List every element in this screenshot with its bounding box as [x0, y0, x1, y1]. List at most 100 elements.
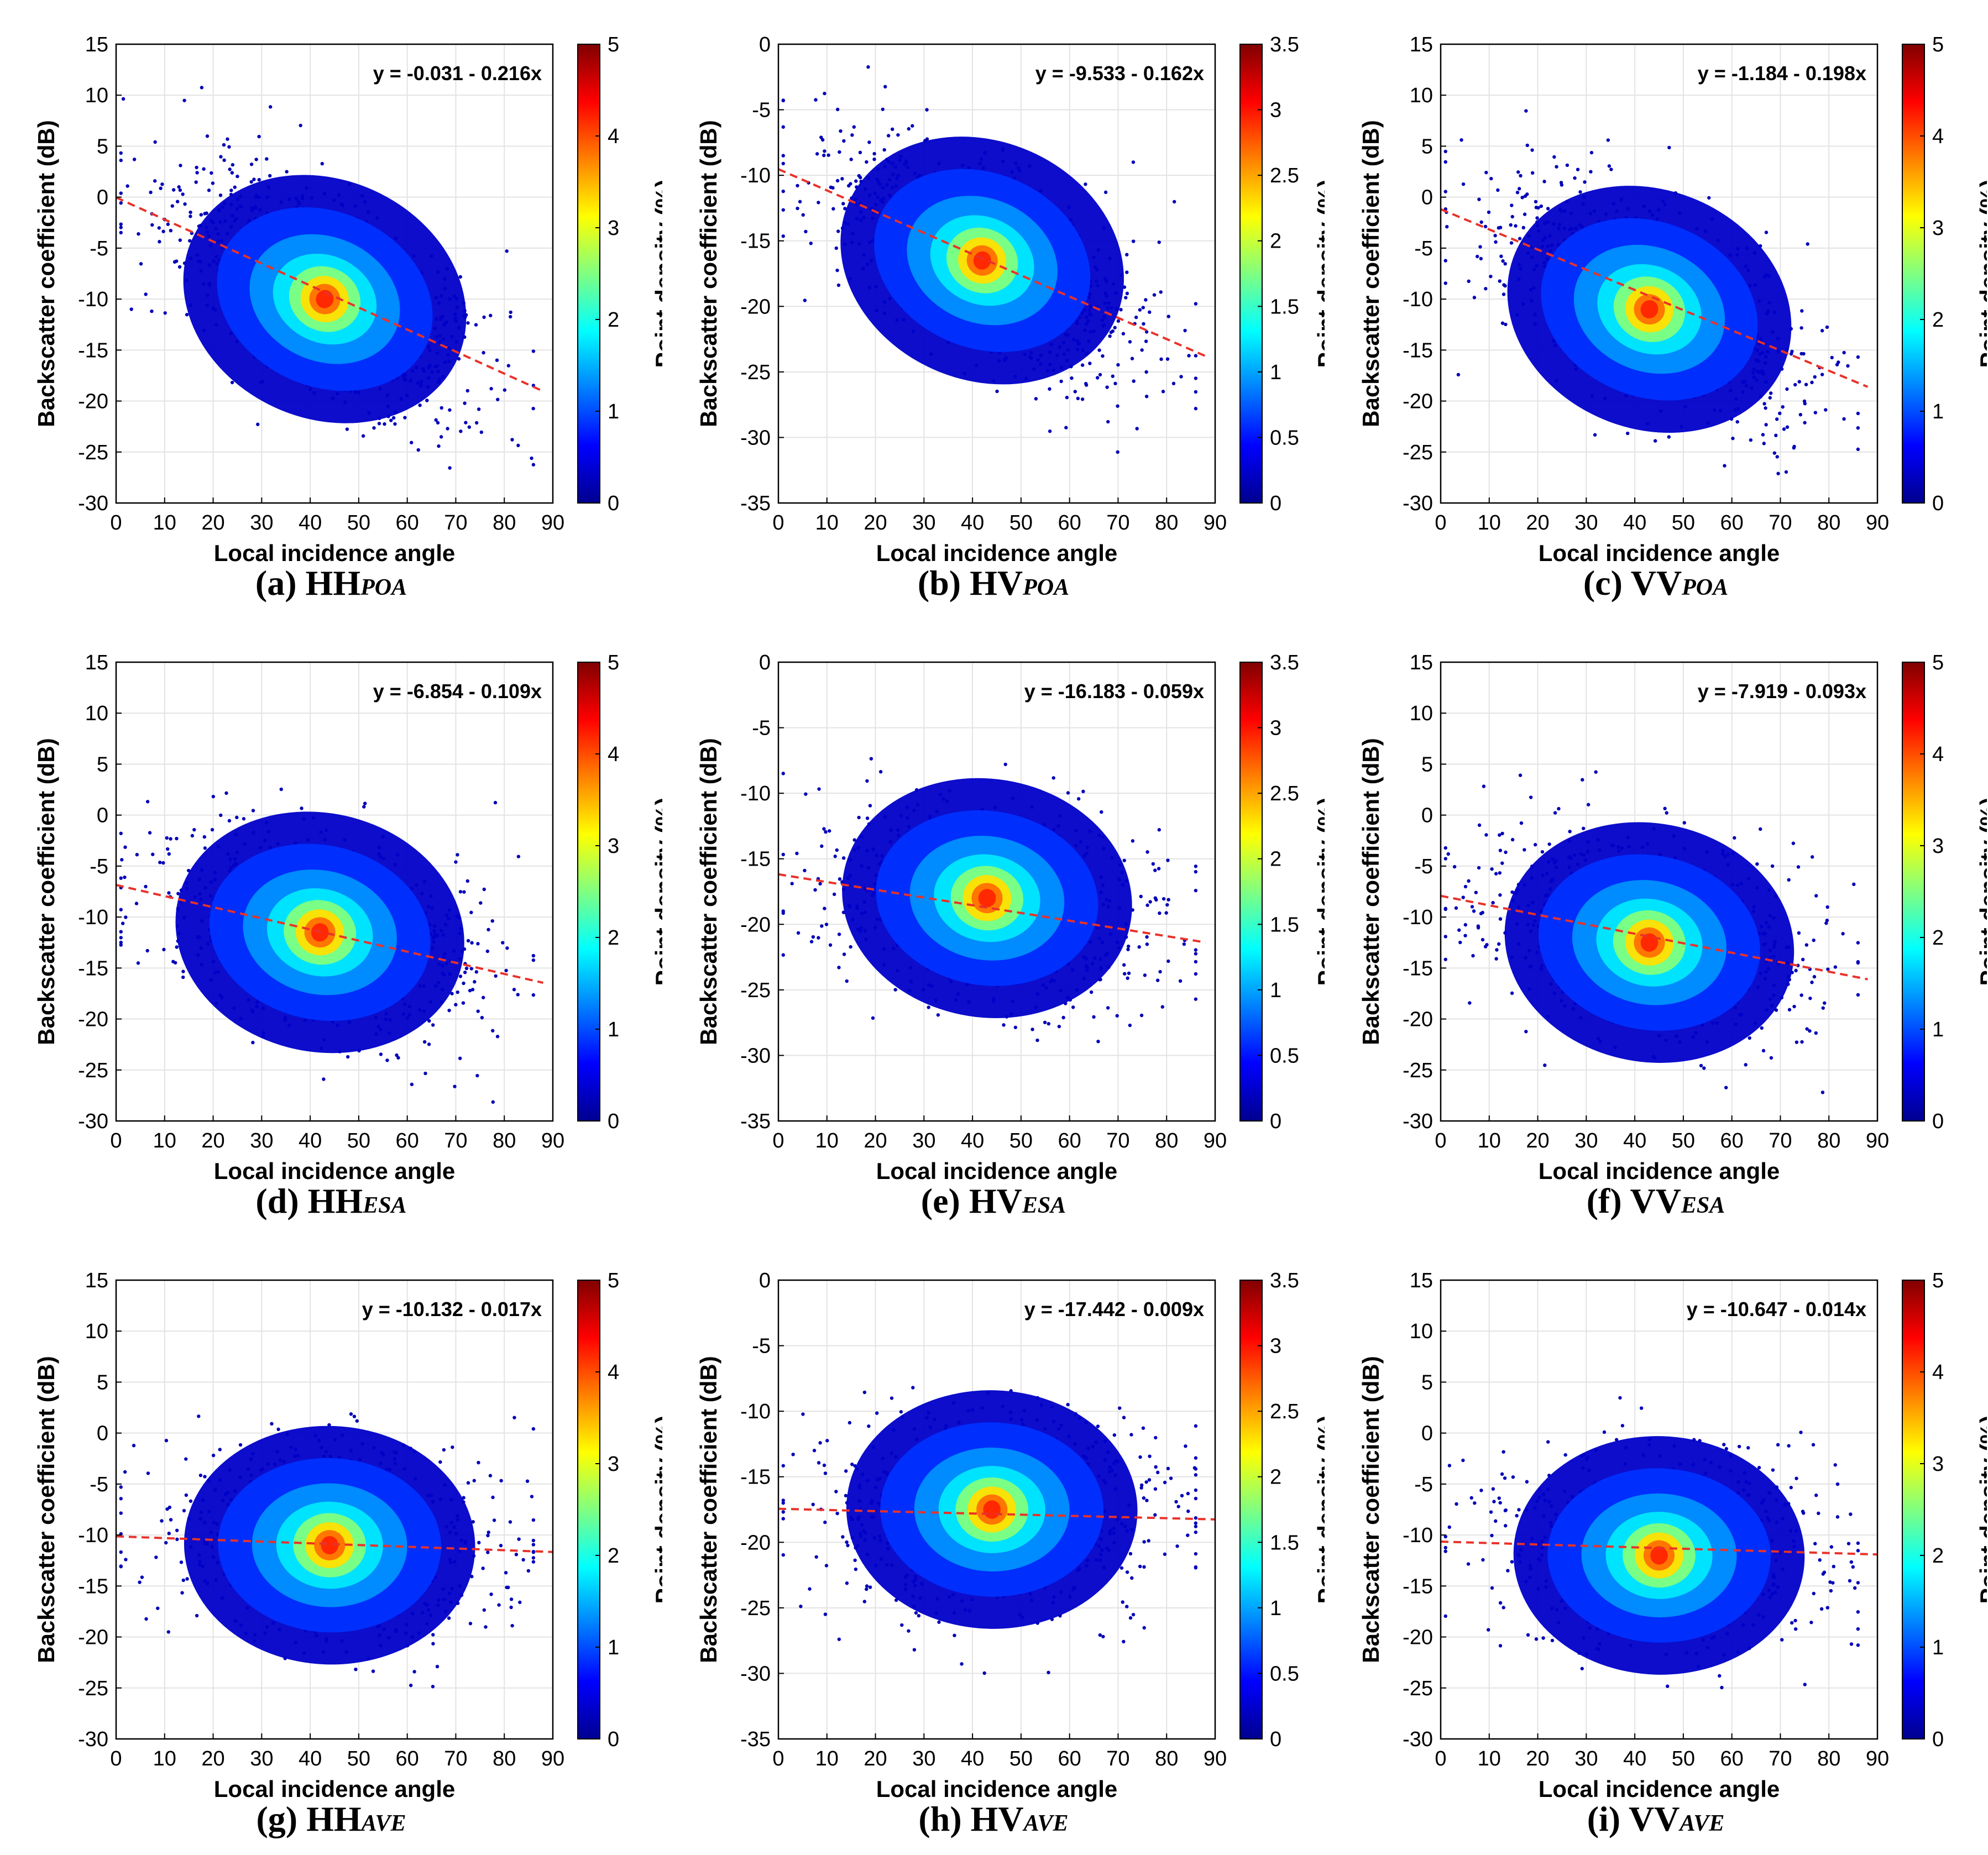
scatter-point	[1776, 471, 1780, 475]
scatter-point	[1803, 421, 1807, 425]
scatter-point	[1166, 858, 1170, 862]
panel-caption: (c) VVPOA	[1325, 563, 1987, 604]
x-tick-label: 40	[1623, 511, 1646, 535]
y-tick-label: -10	[740, 164, 771, 187]
scatter-point	[505, 249, 509, 253]
scatter-point	[1145, 903, 1149, 907]
x-tick-label: 0	[110, 511, 122, 535]
scatter-point	[474, 323, 478, 327]
scatter-point	[1856, 355, 1860, 359]
scatter-point	[1194, 354, 1198, 358]
scatter-point	[1172, 200, 1176, 204]
scatter-point	[1157, 240, 1161, 244]
scatter-point	[170, 204, 175, 208]
scatter-point	[233, 185, 237, 189]
scatter-point	[1061, 1015, 1065, 1020]
scatter-point	[427, 1019, 431, 1023]
scatter-point	[1519, 174, 1523, 178]
x-tick-label: 30	[250, 1129, 273, 1152]
scatter-point	[872, 151, 876, 156]
caption-subscript: ESA	[1022, 1193, 1066, 1218]
scatter-point	[205, 134, 210, 138]
scatter-point	[1774, 433, 1778, 437]
scatter-point	[410, 441, 414, 444]
x-tick-label: 60	[396, 511, 419, 535]
scatter-point	[175, 836, 179, 841]
scatter-point	[436, 421, 440, 425]
scatter-point	[1856, 426, 1860, 430]
scatter-point	[1194, 972, 1198, 976]
scatter-point	[1070, 376, 1074, 380]
scatter-point	[1824, 408, 1828, 412]
density-scatter	[116, 86, 544, 470]
y-tick-label: -5	[752, 99, 771, 122]
scatter-point	[457, 357, 461, 361]
scatter-point	[265, 157, 269, 161]
scatter-point	[796, 206, 799, 211]
scatter-point	[1081, 789, 1085, 794]
scatter-point	[1119, 308, 1123, 312]
scatter-point	[458, 275, 462, 279]
scatter-point	[835, 179, 840, 183]
scatter-point	[803, 298, 807, 302]
scatter-point	[1443, 259, 1447, 263]
regression-equation: y = -9.533 - 0.162x	[1035, 62, 1204, 85]
scatter-point	[372, 426, 376, 430]
scatter-point	[531, 406, 535, 411]
scatter-point	[137, 232, 140, 236]
scatter-point	[1764, 423, 1768, 427]
scatter-point	[1479, 220, 1483, 224]
scatter-point	[1589, 150, 1594, 155]
scatter-point	[1802, 399, 1807, 404]
regression-line	[778, 168, 1206, 357]
scatter-point	[249, 163, 254, 166]
scatter-point	[1525, 143, 1529, 148]
scatter-point	[530, 456, 533, 460]
scatter-point	[865, 816, 870, 820]
x-tick-label: 70	[444, 1129, 467, 1152]
scatter-point	[396, 1056, 400, 1060]
scatter-point	[1194, 997, 1198, 1001]
scatter-point	[1589, 170, 1593, 174]
scatter-point	[470, 941, 474, 945]
y-tick-label: -30	[740, 426, 771, 449]
scatter-point	[1194, 302, 1198, 306]
scatter-point	[868, 804, 872, 808]
scatter-point	[1151, 862, 1155, 866]
scatter-point	[1113, 381, 1117, 386]
scatter-point	[410, 1082, 414, 1087]
scatter-point	[1498, 226, 1503, 229]
scatter-point	[165, 847, 170, 851]
scatter-point	[165, 836, 169, 840]
scatter-point	[1144, 394, 1149, 399]
scatter-point	[809, 940, 814, 944]
x-axis-label: Local incidence angle	[876, 540, 1117, 566]
scatter-point	[1800, 309, 1804, 313]
scatter-point	[1784, 470, 1788, 474]
scatter-point	[823, 906, 826, 910]
scatter-point	[823, 149, 826, 153]
scatter-point	[195, 165, 198, 170]
scatter-point	[465, 879, 469, 883]
colorbar-tick-label: 0.5	[1270, 426, 1299, 449]
scatter-point	[1785, 387, 1789, 391]
scatter-point	[172, 260, 177, 264]
scatter-point	[345, 427, 349, 431]
scatter-point	[1520, 196, 1524, 200]
scatter-point	[781, 852, 785, 857]
x-tick-label: 90	[541, 1129, 564, 1152]
scatter-point	[1533, 843, 1537, 847]
scatter-point	[1609, 167, 1613, 171]
scatter-point	[1804, 382, 1808, 386]
scatter-point	[1797, 380, 1801, 384]
scatter-point	[136, 961, 140, 965]
scatter-point	[251, 809, 255, 813]
scatter-point	[1443, 190, 1447, 193]
scatter-point	[809, 242, 813, 245]
scatter-point	[995, 389, 999, 394]
scatter-point	[1160, 1005, 1165, 1009]
colorbar-tick-label: 2	[1270, 848, 1281, 871]
scatter-point	[1731, 436, 1735, 441]
scatter-point	[182, 98, 186, 102]
